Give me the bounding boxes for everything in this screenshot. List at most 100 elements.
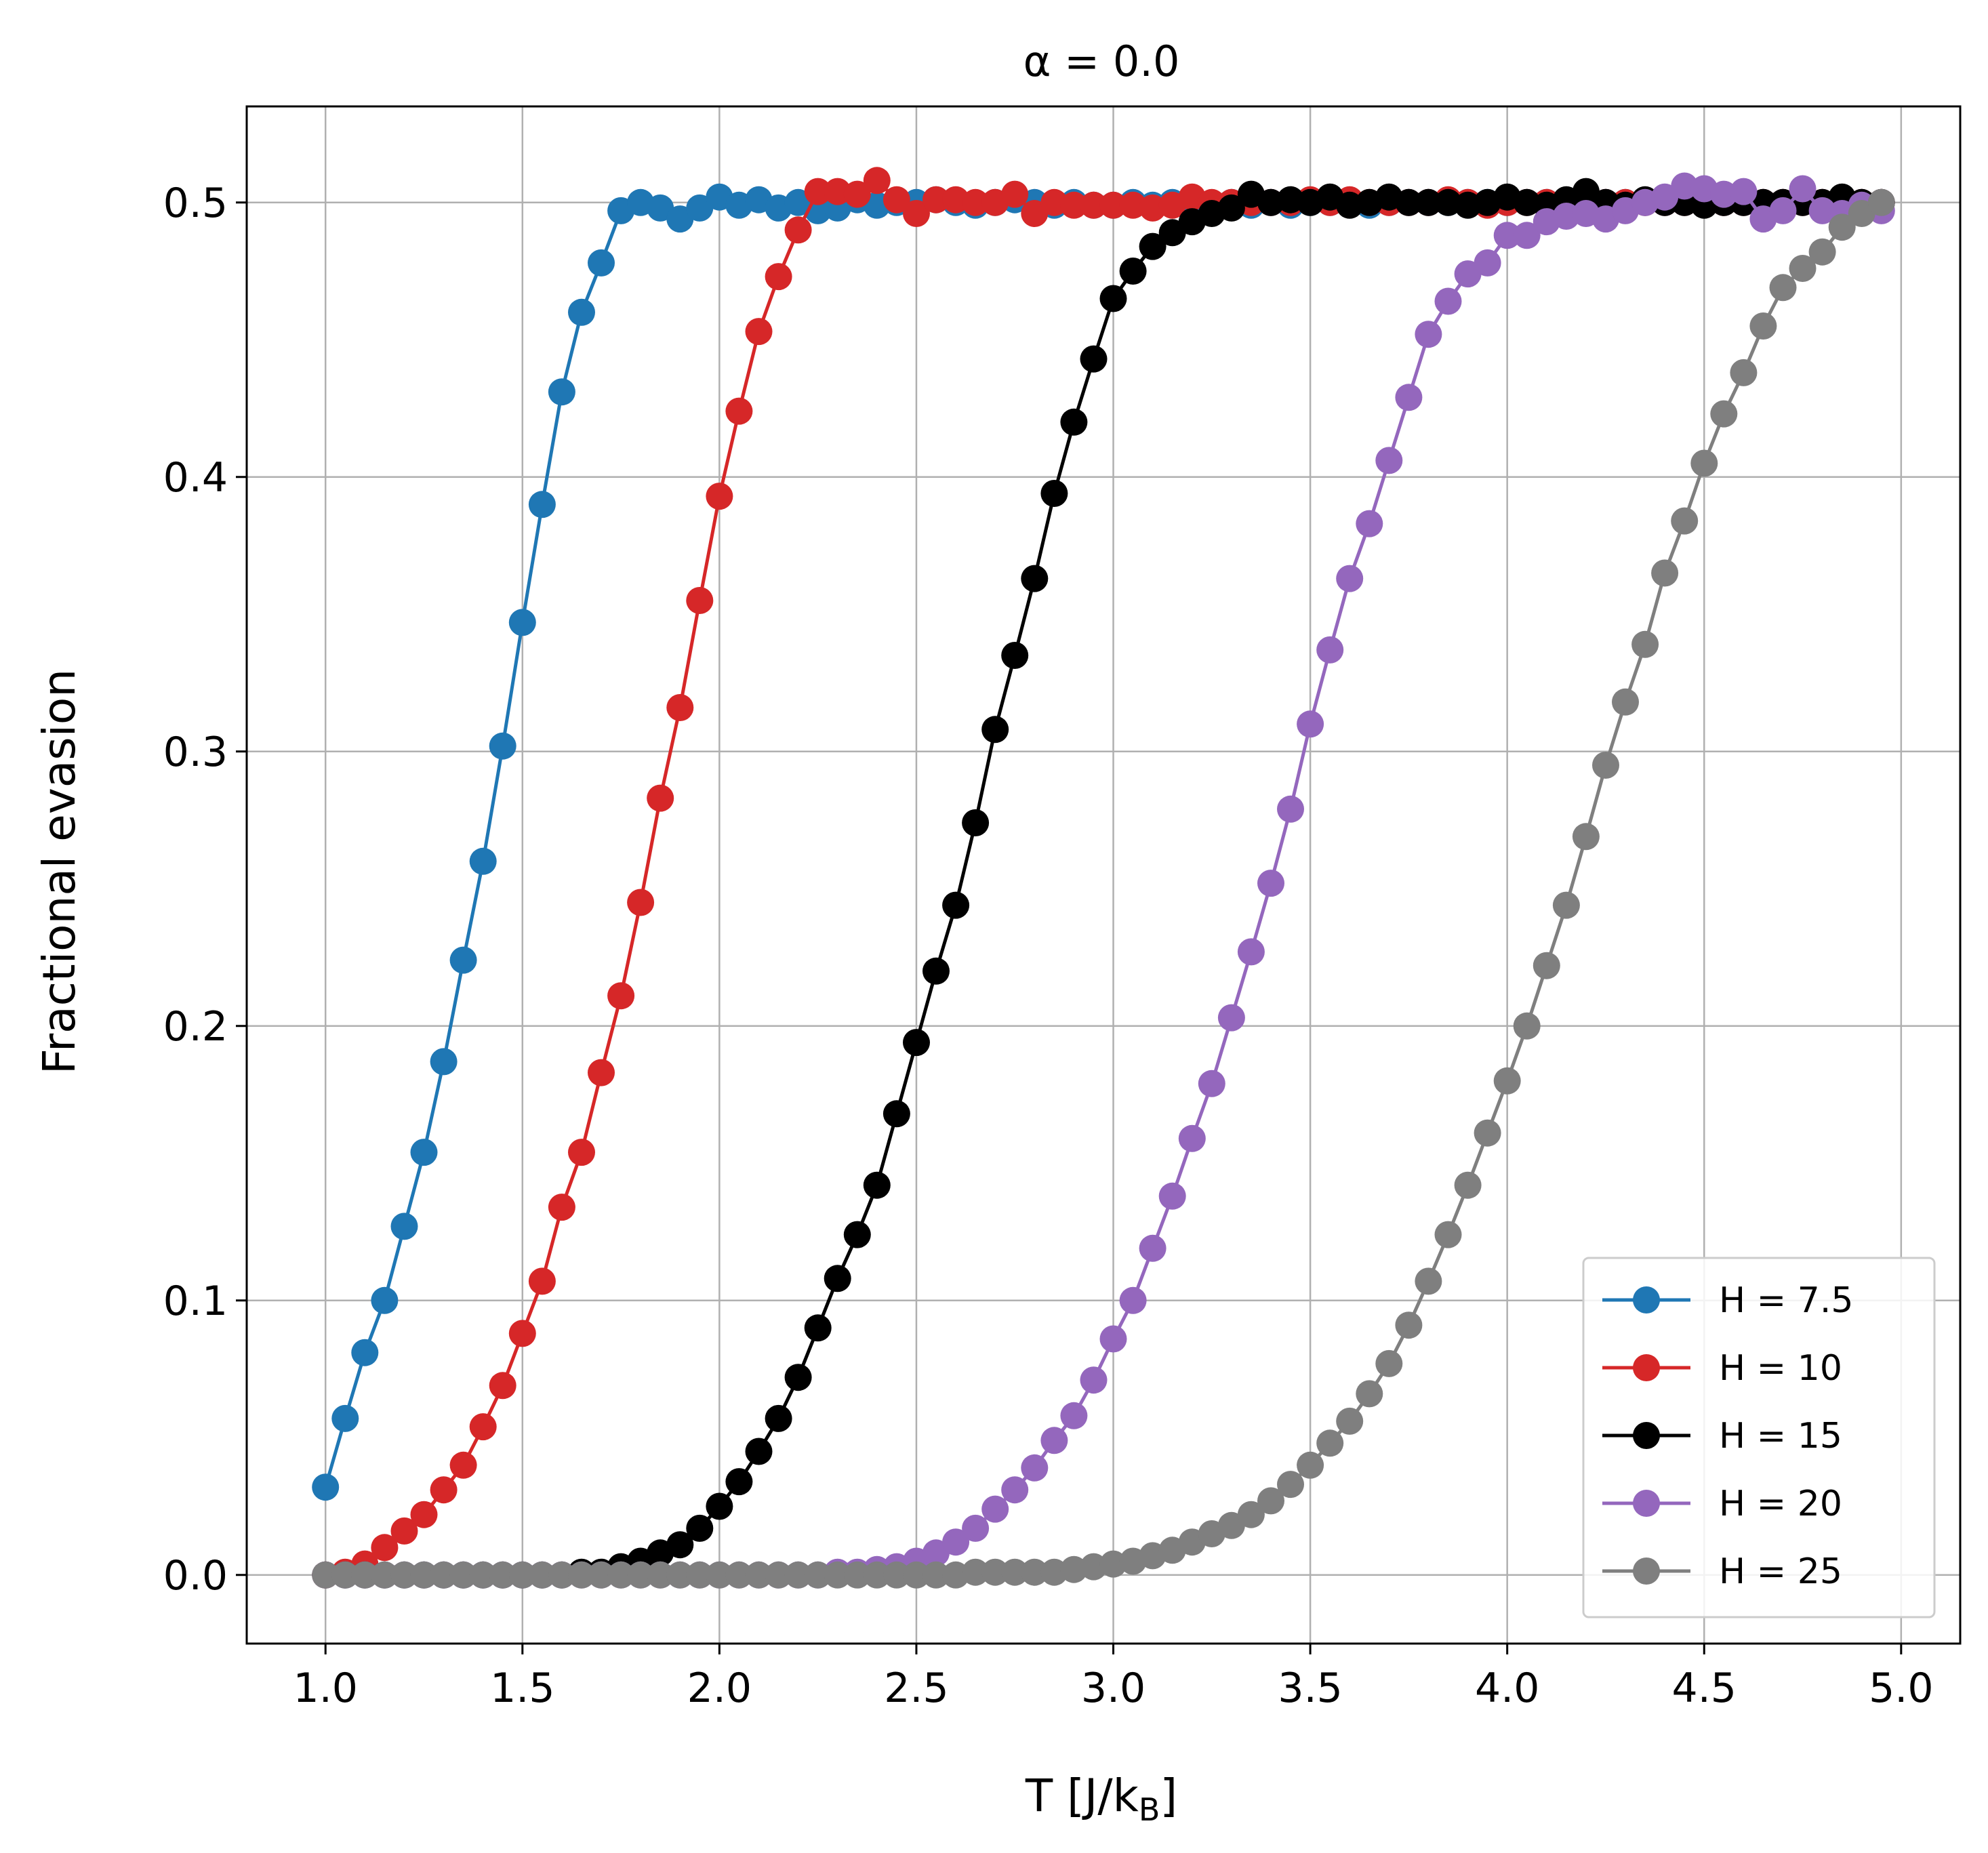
data-point [1474, 249, 1501, 277]
data-point [390, 1561, 418, 1589]
data-point [903, 1029, 930, 1057]
data-point [508, 609, 536, 636]
data-point [449, 1561, 477, 1589]
data-point [430, 1048, 458, 1076]
data-point [1099, 1325, 1127, 1353]
data-point [430, 1561, 458, 1589]
data-point [489, 1372, 516, 1400]
data-point [922, 186, 950, 213]
data-point [1060, 408, 1088, 436]
x-tick-label: 1.0 [293, 1665, 358, 1712]
data-point [784, 216, 812, 244]
data-point [804, 1314, 832, 1342]
data-point [686, 194, 714, 222]
data-point [686, 1561, 714, 1589]
data-point [686, 587, 714, 614]
data-point [1769, 197, 1797, 224]
legend-item: H = 15 [1602, 1416, 1842, 1457]
data-point [1730, 359, 1758, 386]
data-point [1277, 795, 1304, 823]
data-point [922, 1539, 950, 1567]
legend-item: H = 10 [1602, 1348, 1842, 1389]
legend-label: H = 10 [1719, 1348, 1842, 1389]
data-point [1828, 213, 1856, 241]
data-point [489, 1561, 516, 1589]
data-point [745, 1561, 773, 1589]
data-point [390, 1517, 418, 1545]
data-point [962, 1514, 990, 1542]
data-point [1277, 1471, 1304, 1499]
x-axis-title-main: T [J/k [1025, 1770, 1139, 1822]
data-point [883, 1561, 910, 1589]
data-point [745, 1438, 773, 1465]
data-point [1021, 200, 1049, 227]
y-tick-label: 0.4 [163, 454, 228, 502]
data-point [1139, 1234, 1167, 1262]
data-point [666, 1531, 694, 1559]
data-point [962, 809, 990, 836]
data-point [1474, 1119, 1501, 1147]
data-point [1001, 642, 1029, 669]
data-point [765, 1404, 792, 1432]
data-point [1848, 200, 1875, 227]
data-point [1336, 1407, 1364, 1435]
legend-item: H = 7.5 [1602, 1280, 1853, 1321]
data-point [1217, 194, 1245, 222]
data-point [588, 1561, 615, 1589]
data-point [1316, 1429, 1344, 1457]
data-point [410, 1501, 438, 1528]
data-point [1080, 1366, 1108, 1394]
data-point [1867, 188, 1895, 216]
x-axis-title: T [J/kB] [1025, 1770, 1177, 1828]
legend-label: H = 15 [1719, 1416, 1842, 1457]
legend: H = 7.5 H = 10 H = 15 H = 20 H = 25 [1582, 1257, 1936, 1618]
legend-label: H = 7.5 [1719, 1280, 1853, 1321]
data-point [706, 483, 733, 510]
data-point [1356, 1380, 1383, 1408]
data-point [1710, 180, 1738, 208]
data-point [1671, 172, 1699, 200]
data-point [489, 732, 516, 760]
data-point [686, 1514, 714, 1542]
data-point [312, 1561, 340, 1589]
data-point [1040, 1427, 1068, 1454]
data-point [863, 167, 891, 195]
data-point [1513, 1012, 1541, 1040]
data-point [784, 1364, 812, 1391]
legend-swatch-marker [1633, 1557, 1660, 1585]
y-tick-label: 0.3 [163, 729, 228, 776]
data-point [1690, 449, 1718, 477]
data-point [1356, 510, 1383, 537]
data-point [1769, 274, 1797, 302]
data-point [1592, 752, 1619, 779]
x-tick-label: 2.0 [687, 1665, 752, 1712]
data-point [1454, 1171, 1482, 1199]
ticks: 1.0 1.5 2.0 2.5 3.0 3.5 4.0 4.5 5.0 0.0 0.1 0.2 0.3 0… [163, 180, 1934, 1712]
data-point [1493, 1067, 1521, 1095]
data-point [843, 180, 871, 208]
data-point [1060, 1402, 1088, 1429]
data-point [371, 1286, 399, 1314]
data-point [331, 1561, 359, 1589]
data-point [903, 1561, 930, 1589]
data-point [607, 982, 635, 1010]
data-point [1198, 1070, 1225, 1097]
x-tick-label: 1.5 [490, 1665, 554, 1712]
data-point [863, 1171, 891, 1199]
series-layer [312, 167, 1895, 1589]
data-point [528, 1267, 556, 1295]
data-point [508, 1320, 536, 1347]
data-point [1415, 188, 1442, 216]
data-point [1257, 870, 1284, 897]
data-point [528, 1561, 556, 1589]
data-point [1395, 384, 1423, 411]
data-point [1434, 287, 1462, 315]
data-point [331, 1404, 359, 1432]
data-point [962, 1558, 990, 1586]
x-tick-label: 2.5 [884, 1665, 948, 1712]
data-point [824, 1561, 851, 1589]
data-point [666, 1561, 694, 1589]
data-point [1336, 191, 1364, 219]
data-point [1297, 1451, 1324, 1479]
data-point [1612, 688, 1639, 716]
